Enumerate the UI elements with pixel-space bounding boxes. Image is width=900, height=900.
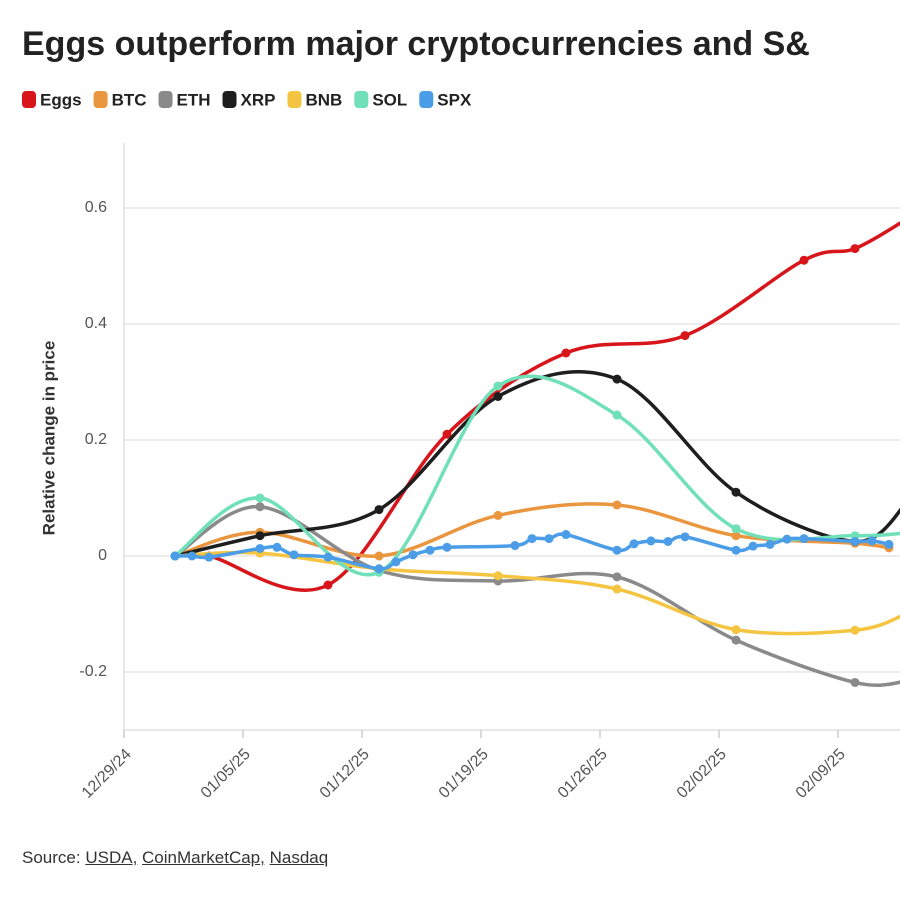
data-point	[782, 534, 792, 544]
x-tick-label: 02/09/25	[793, 746, 849, 802]
data-point	[255, 493, 265, 503]
data-point	[527, 534, 537, 544]
y-tick-label: -0.2	[79, 663, 107, 680]
data-point	[646, 536, 656, 546]
legend-label: ETH	[177, 90, 211, 109]
data-point	[425, 545, 435, 555]
legend-label: XRP	[241, 90, 276, 109]
legend-swatch	[287, 91, 302, 108]
data-point	[731, 545, 741, 555]
data-point	[731, 531, 741, 541]
data-point	[731, 625, 741, 635]
data-point	[170, 551, 180, 561]
data-point	[493, 510, 503, 520]
chart-title: Eggs outperform major cryptocurrencies a…	[22, 25, 810, 63]
data-point	[323, 552, 333, 562]
x-tick-label: 12/29/24	[79, 746, 135, 802]
series-line	[173, 374, 900, 577]
data-point	[442, 542, 452, 552]
data-point	[850, 677, 860, 687]
x-tick-label: 01/19/25	[436, 746, 492, 802]
data-point	[255, 531, 265, 541]
data-point	[374, 564, 384, 574]
source-link[interactable]: USDA	[85, 848, 137, 867]
data-point	[374, 505, 384, 515]
data-point	[510, 541, 520, 551]
legend-swatch	[93, 91, 108, 108]
x-tick-label: 02/02/25	[674, 746, 730, 802]
data-point	[255, 502, 265, 512]
source-note: Source: USDA CoinMarketCap Nasdaq	[22, 848, 328, 868]
data-point	[799, 534, 809, 544]
source-label: Source:	[22, 848, 81, 867]
data-point	[850, 537, 860, 546]
data-point	[731, 524, 741, 534]
y-axis-label: Relative change in price	[39, 341, 58, 536]
legend-label: SOL	[372, 90, 407, 109]
legend-label: SPX	[437, 90, 472, 109]
data-point	[612, 545, 622, 555]
data-point	[850, 244, 860, 254]
data-point	[629, 539, 639, 549]
data-point	[493, 381, 503, 391]
data-point	[612, 410, 622, 420]
legend-label: BNB	[305, 90, 342, 109]
legend-swatch	[222, 91, 237, 108]
data-point	[272, 542, 282, 552]
data-point	[612, 374, 622, 384]
y-tick-label: 0.6	[85, 199, 107, 216]
data-point	[799, 255, 809, 265]
y-tick-label: 0.4	[85, 315, 107, 332]
data-point	[663, 537, 673, 546]
data-point	[731, 635, 741, 645]
series-line	[174, 221, 900, 592]
data-point	[493, 571, 503, 581]
data-point	[493, 392, 503, 401]
data-point	[544, 534, 554, 544]
data-point	[850, 625, 860, 635]
legend-label: BTC	[112, 90, 147, 109]
legend-label: Eggs	[40, 90, 82, 109]
legend-swatch	[354, 91, 369, 108]
data-point	[561, 530, 571, 540]
data-point	[323, 580, 333, 590]
data-point	[561, 348, 571, 358]
data-point	[612, 584, 622, 594]
data-point	[884, 539, 894, 549]
data-point	[612, 500, 622, 510]
legend-swatch	[158, 91, 173, 108]
x-tick-label: 01/12/25	[317, 746, 373, 802]
data-point	[204, 552, 214, 562]
x-tick-label: 01/26/25	[555, 746, 611, 802]
series-line	[174, 550, 900, 636]
y-tick-label: 0	[98, 547, 107, 564]
data-point	[680, 532, 690, 542]
data-point	[289, 550, 299, 560]
data-point	[442, 429, 452, 439]
y-tick-label: 0.2	[85, 431, 107, 448]
data-point	[391, 557, 401, 567]
data-point	[612, 572, 622, 582]
data-point	[867, 536, 877, 546]
legend-swatch	[419, 91, 434, 108]
data-point	[187, 551, 197, 561]
legend-swatch	[22, 91, 36, 108]
data-point	[680, 331, 690, 341]
data-point	[748, 541, 758, 551]
source-link[interactable]: CoinMarketCap	[142, 848, 265, 867]
source-link[interactable]: Nasdaq	[269, 848, 329, 867]
data-point	[255, 543, 265, 553]
data-point	[731, 487, 741, 497]
x-tick-label: 01/05/25	[198, 746, 254, 802]
data-point	[408, 550, 418, 560]
series-line	[174, 369, 900, 558]
data-point	[765, 539, 775, 549]
data-point	[374, 551, 384, 561]
